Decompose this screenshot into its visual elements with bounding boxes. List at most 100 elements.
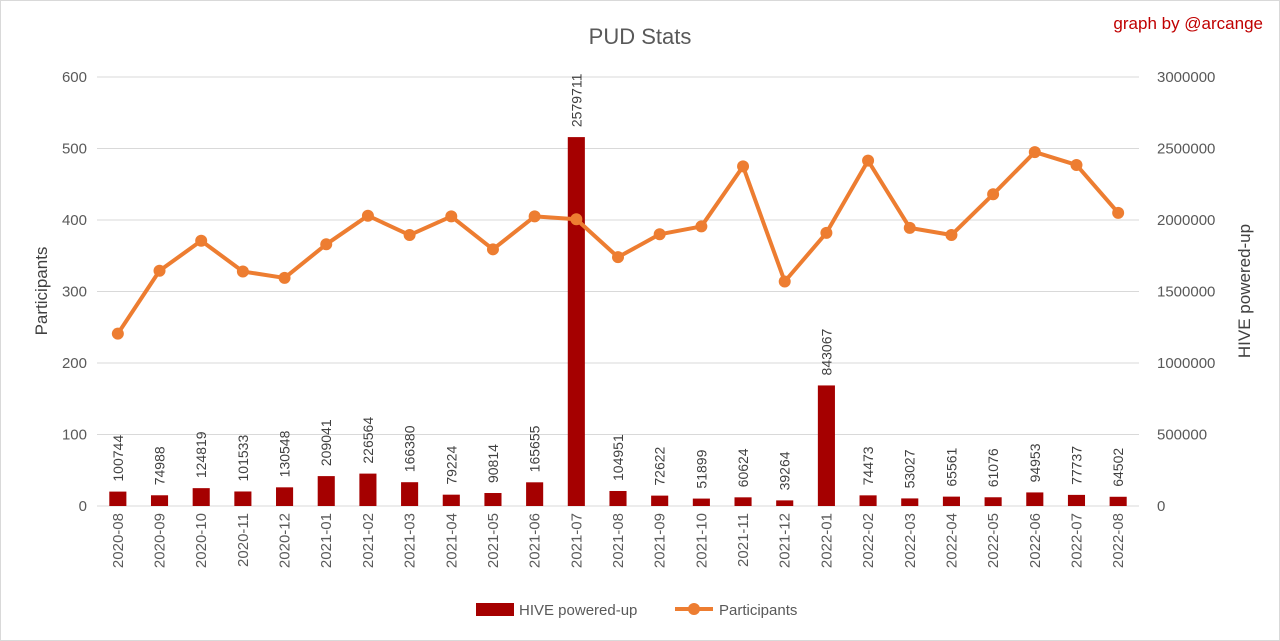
point-participants — [320, 238, 333, 251]
bar-hive-powered-up — [234, 491, 252, 506]
bar-data-label: 209041 — [318, 419, 334, 466]
bar-hive-powered-up — [942, 496, 960, 506]
point-participants — [528, 210, 541, 223]
x-tick-label: 2021-11 — [735, 513, 752, 567]
point-participants — [1028, 146, 1041, 159]
x-tick-label: 2021-04 — [443, 513, 460, 568]
bar-data-label: 72622 — [652, 446, 668, 485]
x-tick-label: 2020-10 — [193, 513, 210, 568]
bar-data-label: 124819 — [193, 431, 209, 478]
x-tick-label: 2022-06 — [1027, 513, 1044, 568]
point-participants — [1070, 158, 1083, 171]
bar-data-label: 65561 — [943, 447, 959, 486]
bar-hive-powered-up — [442, 494, 460, 506]
bar-series — [109, 137, 1127, 507]
bar-data-label: 79224 — [443, 446, 459, 485]
point-participants — [820, 226, 833, 239]
bar-hive-powered-up — [192, 488, 210, 506]
bar-data-label: 77737 — [1068, 446, 1084, 485]
y2-tick-label: 3000000 — [1157, 69, 1215, 86]
bar-data-label: 94953 — [1027, 443, 1043, 482]
y-tick-label: 600 — [62, 69, 87, 86]
point-participants — [403, 229, 416, 242]
y-tick-label: 500 — [62, 141, 87, 158]
bar-hive-powered-up — [1109, 496, 1127, 506]
y2-tick-label: 500000 — [1157, 427, 1207, 444]
x-tick-label: 2021-06 — [527, 513, 544, 568]
bar-hive-powered-up — [1026, 492, 1044, 506]
right-axis-ticks: 0 500000 1000000 1500000 2000000 2500000 30000… — [1157, 69, 1215, 515]
y2-tick-label: 2000000 — [1157, 212, 1215, 229]
bar-data-label: 100744 — [110, 435, 126, 482]
x-tick-label: 2020-11 — [235, 513, 252, 567]
left-axis-ticks: 0 100 200 300 400 500 600 — [62, 69, 87, 515]
x-tick-label: 2021-05 — [485, 513, 502, 568]
x-tick-label: 2022-08 — [1110, 513, 1127, 568]
bar-data-label: 843067 — [818, 329, 834, 376]
data-labels: 100744 74988 124819 101533 130548 209041 22656… — [110, 73, 1126, 490]
bar-hive-powered-up — [984, 497, 1002, 506]
y-tick-label: 400 — [62, 212, 87, 229]
bar-data-label: 39264 — [777, 451, 793, 490]
legend-marker-participants — [688, 603, 700, 615]
bar-hive-powered-up — [150, 495, 169, 506]
bar-hive-powered-up — [609, 490, 627, 506]
legend-label-hive-powered-up: HIVE powered-up — [519, 602, 637, 619]
bar-hive-powered-up — [401, 482, 419, 506]
y2-tick-label: 2500000 — [1157, 141, 1215, 158]
bar-hive-powered-up — [109, 491, 127, 506]
y-tick-label: 300 — [62, 284, 87, 301]
y-axis-title: Participants — [32, 247, 51, 336]
y2-tick-label: 0 — [1157, 498, 1165, 515]
legend-label-participants: Participants — [719, 602, 797, 619]
y2-tick-label: 1000000 — [1157, 355, 1215, 372]
x-tick-label: 2021-01 — [318, 513, 335, 568]
bar-data-label: 51899 — [693, 449, 709, 488]
bar-data-label: 60624 — [735, 448, 751, 487]
bar-hive-powered-up — [692, 498, 710, 506]
bar-hive-powered-up — [901, 498, 919, 506]
bar-hive-powered-up — [734, 497, 752, 506]
point-participants — [111, 327, 124, 340]
bar-data-label: 166380 — [402, 425, 418, 472]
x-tick-label: 2022-05 — [985, 513, 1002, 568]
y-tick-label: 100 — [62, 427, 87, 444]
bar-data-label: 53027 — [902, 449, 918, 488]
bar-data-label: 104951 — [610, 434, 626, 481]
point-participants — [903, 221, 916, 234]
y-tick-label: 200 — [62, 355, 87, 372]
y2-axis-title: HIVE powered-up — [1235, 224, 1254, 358]
x-tick-label: 2022-04 — [943, 513, 960, 568]
point-participants — [153, 264, 166, 277]
bar-data-label: 61076 — [985, 448, 1001, 487]
point-participants — [570, 213, 583, 226]
point-participants — [486, 243, 499, 256]
bar-hive-powered-up — [276, 487, 294, 506]
bar-data-label: 2579711 — [568, 73, 584, 127]
point-participants — [778, 275, 791, 288]
bar-hive-powered-up — [484, 493, 502, 506]
gridlines — [97, 76, 1139, 507]
point-participants — [737, 160, 750, 173]
y-tick-label: 0 — [79, 498, 87, 515]
legend: HIVE powered-up Participants — [476, 602, 797, 619]
point-participants — [987, 188, 1000, 201]
line-series — [111, 146, 1125, 340]
chart-credit: graph by @arcange — [1113, 14, 1263, 33]
chart-title: PUD Stats — [589, 24, 692, 49]
bar-data-label: 165655 — [527, 425, 543, 472]
x-tick-label: 2020-09 — [152, 513, 169, 568]
x-axis-ticks: 2020-08 2020-09 2020-10 2020-11 2020-12 2021-… — [110, 513, 1127, 568]
point-participants — [195, 234, 208, 247]
y2-tick-label: 1500000 — [1157, 284, 1215, 301]
x-tick-label: 2021-09 — [652, 513, 669, 568]
x-tick-label: 2022-02 — [860, 513, 877, 568]
point-participants — [612, 251, 624, 264]
bar-hive-powered-up — [859, 495, 877, 506]
bar-hive-powered-up — [526, 482, 544, 506]
point-participants — [236, 265, 249, 278]
x-tick-label: 2021-02 — [360, 513, 377, 568]
bar-hive-powered-up — [651, 495, 669, 506]
bar-data-label: 74473 — [860, 446, 876, 485]
